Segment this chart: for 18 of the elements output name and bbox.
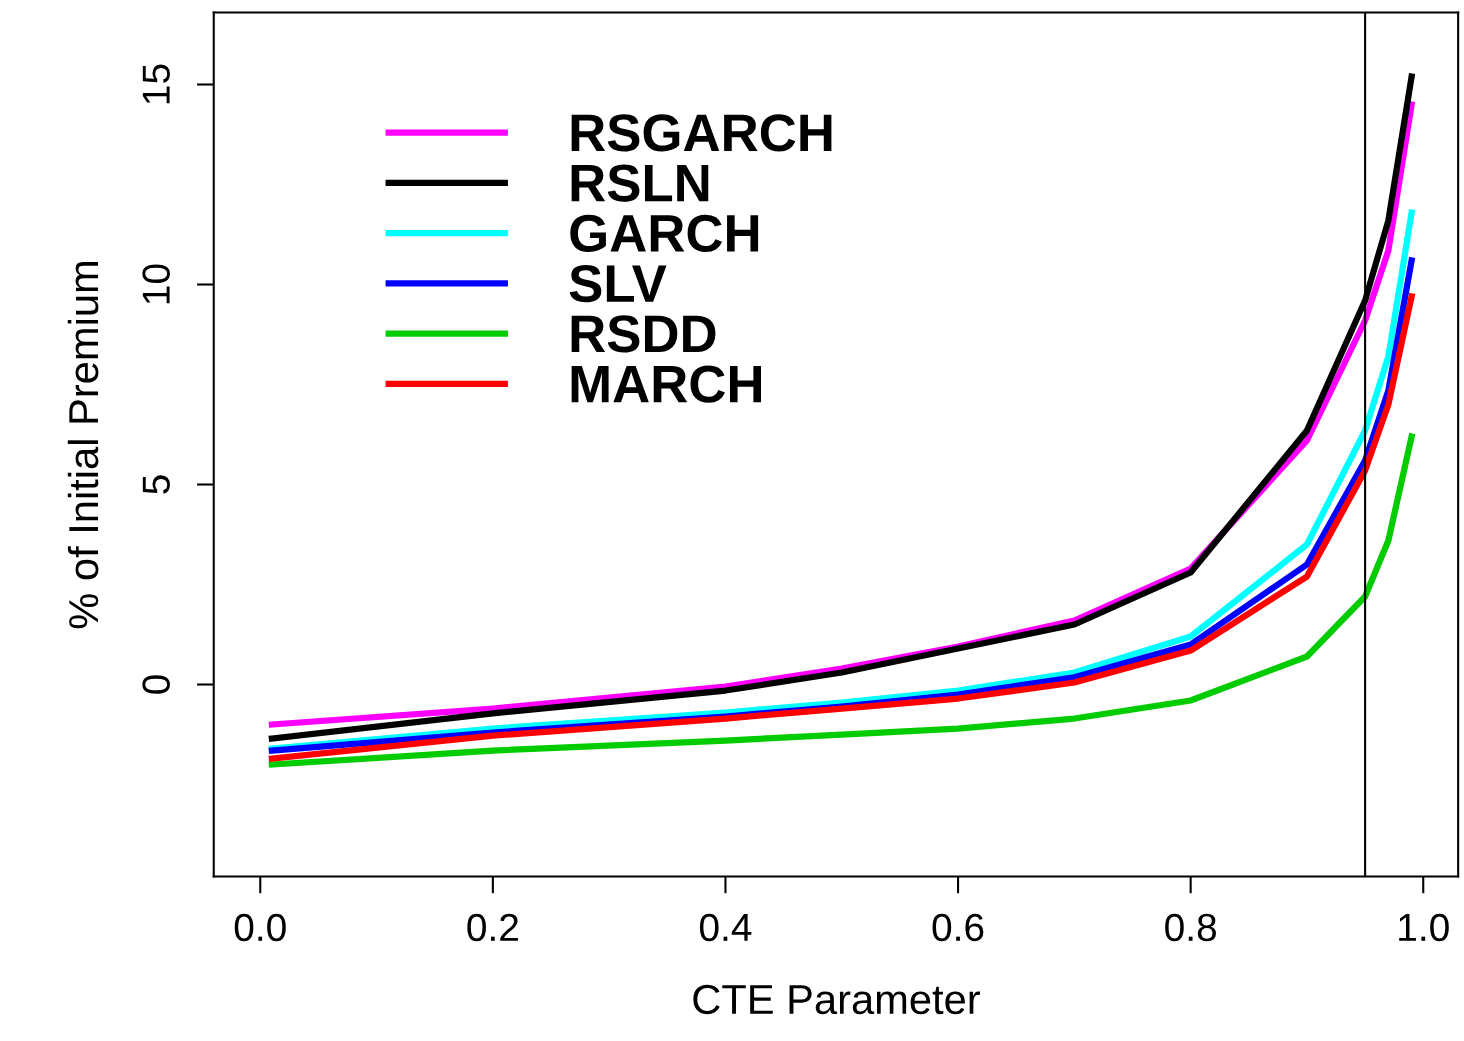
legend-label: RSGARCH xyxy=(571,114,832,152)
y-tick-label: 5 xyxy=(142,475,170,494)
x-axis-title: CTE Parameter xyxy=(693,984,980,1015)
legend-label: RSLN xyxy=(571,164,709,202)
x-tick-label: 0.8 xyxy=(1165,913,1216,942)
y-tick-label: 10 xyxy=(142,264,170,304)
x-tick-label: 0.6 xyxy=(932,913,984,942)
x-tick-label: 1.0 xyxy=(1399,913,1449,942)
x-tick-label: 0.0 xyxy=(234,913,286,942)
legend-label: SLV xyxy=(569,264,667,303)
y-tick-label: 15 xyxy=(142,64,170,104)
x-tick-label: 0.2 xyxy=(467,913,518,942)
y-axis-title: % of Initial Premium xyxy=(67,262,99,629)
x-tick-label: 0.4 xyxy=(699,913,752,942)
legend-label: RSDD xyxy=(571,315,716,353)
y-tick-label: 0 xyxy=(142,675,170,694)
legend-label: GARCH xyxy=(570,214,759,253)
legend-label: MARCH xyxy=(571,365,761,403)
